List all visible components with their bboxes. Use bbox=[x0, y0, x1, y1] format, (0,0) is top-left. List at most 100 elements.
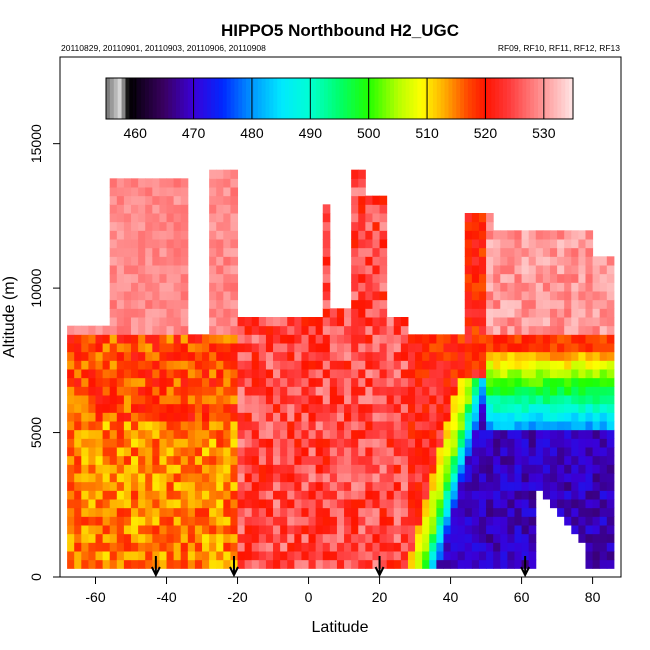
heatmap-cell bbox=[486, 221, 494, 231]
heatmap-cell bbox=[223, 291, 231, 301]
heatmap-cell bbox=[109, 533, 118, 543]
colorbar-cell bbox=[382, 78, 387, 119]
heatmap-cell bbox=[230, 377, 239, 387]
heatmap-cell bbox=[194, 516, 203, 526]
heatmap-cell bbox=[407, 343, 416, 353]
heatmap-cell bbox=[464, 308, 473, 318]
heatmap-cell bbox=[202, 403, 210, 413]
heatmap-cell bbox=[102, 343, 111, 353]
heatmap-cell bbox=[223, 542, 231, 552]
heatmap-cell bbox=[507, 317, 515, 327]
heatmap-cell bbox=[493, 369, 501, 379]
heatmap-cell bbox=[180, 438, 189, 448]
heatmap-cell bbox=[109, 412, 118, 422]
heatmap-cell bbox=[386, 464, 395, 474]
heatmap-cell bbox=[336, 525, 345, 535]
heatmap-cell bbox=[315, 395, 324, 405]
heatmap-cell bbox=[443, 386, 452, 396]
heatmap-cell bbox=[280, 386, 288, 396]
heatmap-cell bbox=[571, 395, 579, 405]
heatmap-cell bbox=[166, 221, 175, 231]
heatmap-cell bbox=[88, 490, 97, 500]
heatmap-cell bbox=[152, 516, 160, 526]
heatmap-cell bbox=[308, 429, 317, 439]
heatmap-cell bbox=[336, 464, 345, 474]
heatmap-cell bbox=[564, 334, 572, 344]
heatmap-cell bbox=[287, 447, 295, 457]
heatmap-cell bbox=[216, 403, 224, 413]
heatmap-cell bbox=[372, 386, 381, 396]
heatmap-cell bbox=[571, 308, 579, 318]
heatmap-cell bbox=[351, 464, 359, 474]
heatmap-cell bbox=[152, 533, 160, 543]
heatmap-cell bbox=[74, 507, 82, 517]
heatmap-cell bbox=[521, 525, 530, 535]
heatmap-cell bbox=[493, 325, 501, 335]
heatmap-cell bbox=[557, 473, 565, 483]
heatmap-cell bbox=[436, 438, 444, 448]
heatmap-cell bbox=[500, 464, 508, 474]
heatmap-cell bbox=[571, 360, 579, 370]
heatmap-cell bbox=[294, 473, 302, 483]
heatmap-cell bbox=[209, 542, 217, 552]
heatmap-cell bbox=[592, 559, 601, 569]
heatmap-cell bbox=[145, 308, 153, 318]
heatmap-cell bbox=[500, 447, 508, 457]
heatmap-cell bbox=[102, 499, 111, 509]
heatmap-cell bbox=[500, 429, 508, 439]
heatmap-cell bbox=[308, 447, 317, 457]
heatmap-cell bbox=[585, 412, 594, 422]
heatmap-cell bbox=[230, 204, 239, 214]
heatmap-cell bbox=[379, 343, 388, 353]
heatmap-cell bbox=[443, 507, 452, 517]
heatmap-cell bbox=[436, 499, 444, 509]
heatmap-cell bbox=[287, 369, 295, 379]
heatmap-cell bbox=[138, 369, 146, 379]
heatmap-cell bbox=[216, 334, 224, 344]
heatmap-cell bbox=[194, 473, 203, 483]
heatmap-cell bbox=[67, 447, 75, 457]
colorbar-cell bbox=[335, 78, 341, 119]
heatmap-cell bbox=[116, 308, 125, 318]
heatmap-cell bbox=[471, 551, 480, 561]
colorbar-cell bbox=[401, 78, 407, 119]
heatmap-cell bbox=[422, 551, 430, 561]
heatmap-cell bbox=[386, 490, 395, 500]
heatmap-cell bbox=[152, 551, 160, 561]
colorbar-cell bbox=[277, 78, 282, 119]
heatmap-cell bbox=[159, 187, 168, 197]
heatmap-cell bbox=[486, 551, 494, 561]
heatmap-cell bbox=[237, 386, 246, 396]
heatmap-cell bbox=[138, 291, 146, 301]
heatmap-cell bbox=[457, 447, 466, 457]
heatmap-cell bbox=[585, 291, 594, 301]
heatmap-cell bbox=[159, 334, 168, 344]
heatmap-cell bbox=[258, 525, 267, 535]
heatmap-cell bbox=[159, 343, 168, 353]
heatmap-cell bbox=[407, 447, 416, 457]
heatmap-cell bbox=[464, 325, 473, 335]
heatmap-cell bbox=[280, 369, 288, 379]
heatmap-cell bbox=[109, 438, 118, 448]
heatmap-cell bbox=[500, 551, 508, 561]
colorbar-cell bbox=[471, 78, 477, 119]
heatmap-cell bbox=[365, 230, 373, 240]
heatmap-cell bbox=[301, 317, 310, 327]
heatmap-cell bbox=[173, 291, 182, 301]
heatmap-cell bbox=[95, 395, 104, 405]
heatmap-cell bbox=[542, 369, 551, 379]
heatmap-cell bbox=[450, 473, 459, 483]
heatmap-cell bbox=[138, 317, 146, 327]
colorbar-cell bbox=[417, 78, 422, 119]
heatmap-cell bbox=[123, 273, 132, 283]
heatmap-cell bbox=[500, 412, 508, 422]
heatmap-cell bbox=[549, 317, 558, 327]
colorbar-cell bbox=[331, 78, 337, 119]
heatmap-cell bbox=[123, 377, 132, 387]
heatmap-cell bbox=[599, 386, 608, 396]
heatmap-cell bbox=[606, 421, 615, 431]
heatmap-cell bbox=[336, 533, 345, 543]
heatmap-cell bbox=[542, 403, 551, 413]
heatmap-cell bbox=[407, 403, 416, 413]
heatmap-cell bbox=[81, 412, 89, 422]
